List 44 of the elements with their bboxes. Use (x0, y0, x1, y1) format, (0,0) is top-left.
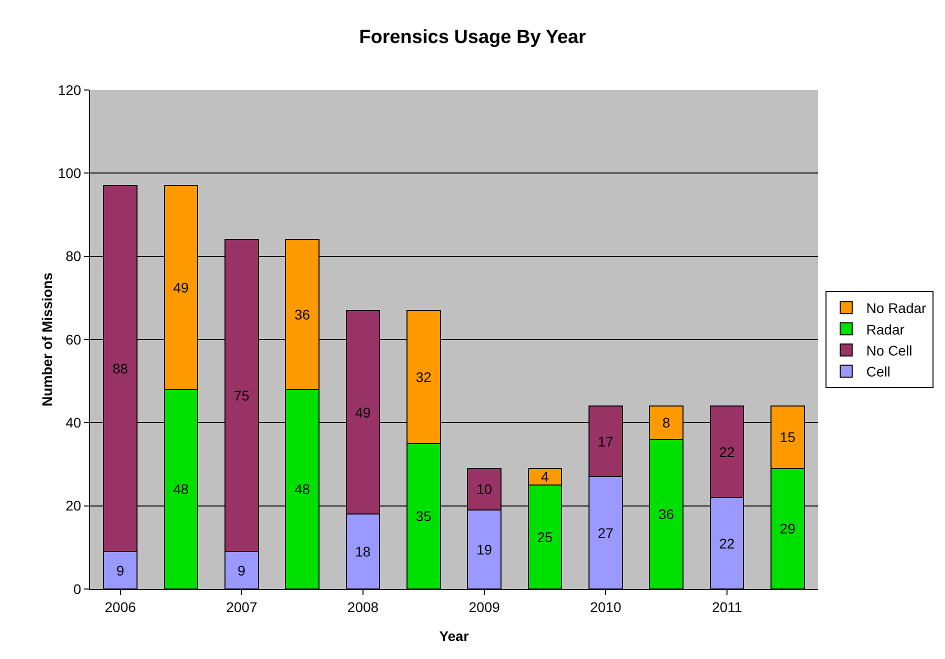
data-label: 35 (416, 508, 432, 524)
x-tick-label: 2010 (590, 598, 622, 615)
data-label: 49 (355, 404, 371, 420)
data-label: 15 (780, 429, 796, 446)
data-label: 8 (662, 414, 670, 431)
data-label: 29 (780, 520, 796, 537)
data-label: 48 (173, 481, 189, 498)
y-tick-label: 60 (66, 331, 82, 348)
data-label: 49 (173, 280, 189, 296)
chart-title: Forensics Usage By Year (359, 26, 586, 48)
data-label: 19 (476, 541, 492, 558)
data-label: 10 (476, 481, 492, 498)
data-label: 22 (719, 444, 735, 460)
data-label: 75 (234, 388, 250, 404)
y-tick-label: 100 (58, 165, 82, 182)
data-label: 9 (116, 562, 124, 578)
x-axis-title: Year (439, 628, 470, 644)
legend-label: Radar (866, 321, 905, 338)
y-tick-label: 80 (66, 248, 82, 264)
y-axis-title: Number of Missions (39, 272, 55, 406)
y-tick-label: 120 (58, 82, 82, 98)
data-label: 25 (537, 529, 553, 546)
legend-label: Cell (866, 364, 890, 380)
x-tick-label: 2007 (226, 598, 258, 615)
y-tick-label: 0 (73, 580, 82, 597)
data-label: 17 (598, 433, 614, 450)
data-label: 48 (294, 481, 310, 498)
data-label: 32 (416, 368, 432, 385)
data-label: 22 (719, 535, 735, 552)
data-label: 27 (598, 524, 614, 541)
y-tick-label: 40 (66, 414, 82, 431)
x-tick-label: 2011 (712, 598, 742, 615)
x-tick-label: 2006 (104, 598, 136, 615)
data-label: 9 (238, 562, 246, 578)
data-label: 36 (294, 306, 310, 323)
y-tick-label: 20 (66, 498, 82, 514)
data-label: 4 (541, 468, 549, 485)
data-label: 88 (112, 360, 128, 377)
legend-label: No Radar (866, 300, 927, 316)
legend-label: No Cell (866, 342, 912, 358)
data-label: 36 (658, 506, 674, 522)
x-tick-label: 2008 (347, 598, 379, 615)
x-tick-label: 2009 (468, 598, 500, 615)
data-label: 18 (355, 544, 371, 560)
